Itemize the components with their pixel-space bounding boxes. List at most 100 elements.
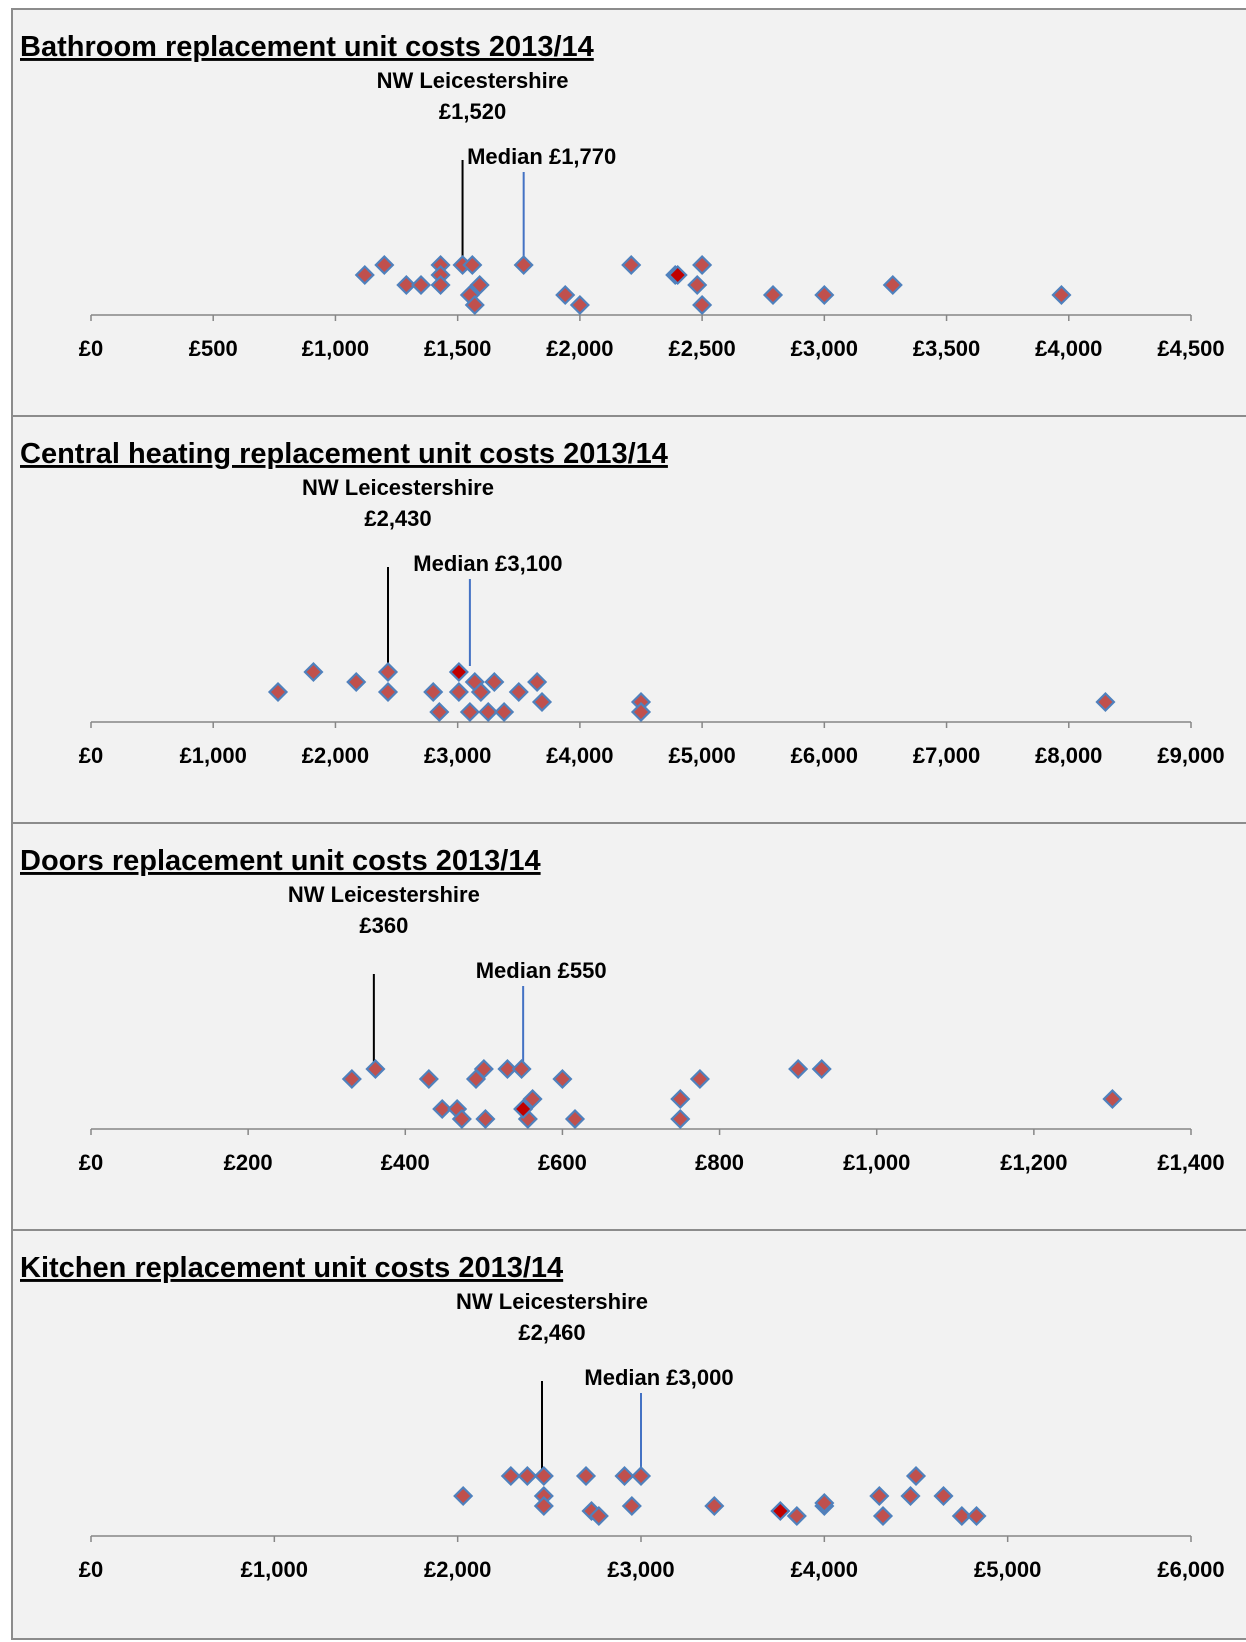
data-point [689, 1068, 710, 1090]
data-point [670, 1088, 691, 1110]
highlight-point [448, 661, 469, 683]
data-point [555, 284, 576, 306]
data-point [588, 1505, 609, 1527]
data-point [621, 254, 642, 276]
data-point [508, 681, 529, 703]
data-point [346, 671, 367, 693]
data-point [475, 1108, 496, 1130]
chart-panel: Central heating replacement unit costs 2… [11, 415, 1246, 822]
nw-leicestershire-label: NW Leicestershire [302, 475, 494, 500]
data-point [1095, 691, 1116, 713]
data-point [377, 681, 399, 703]
data-point [1051, 284, 1072, 306]
data-point [453, 1485, 474, 1507]
chart-svg: Kitchen replacement unit costs 2013/14 £0… [20, 1252, 1225, 1582]
data-point [473, 1058, 494, 1080]
data-point [814, 1492, 835, 1514]
data-point [377, 661, 399, 683]
nw-leicestershire-label: £2,430 [364, 506, 431, 531]
data-point [1102, 1088, 1123, 1110]
x-tick-label: £4,500 [1157, 336, 1224, 361]
data-point [569, 294, 590, 316]
data-point [517, 1465, 538, 1487]
x-tick-label: £2,000 [424, 1557, 491, 1582]
x-tick-label: £500 [189, 336, 238, 361]
x-tick-label: £5,000 [668, 743, 735, 768]
data-point [484, 671, 505, 693]
data-point [905, 1465, 927, 1487]
data-point [933, 1485, 954, 1507]
charts-container: Bathroom replacement unit costs 2013/14 £… [11, 8, 1246, 1640]
x-tick-label: £0 [79, 336, 103, 361]
data-point [704, 1495, 725, 1517]
x-tick-label: £8,000 [1035, 743, 1102, 768]
chart-svg: Central heating replacement unit costs 2… [20, 438, 1225, 768]
data-point [430, 274, 451, 296]
nw-leicestershire-label: £2,460 [518, 1320, 585, 1345]
x-tick-label: £1,000 [180, 743, 247, 768]
chart-title: Bathroom replacement unit costs 2013/14 [20, 31, 594, 63]
chart-panel: Doors replacement unit costs 2013/14 £0 £2… [11, 822, 1246, 1229]
chart-svg: Doors replacement unit costs 2013/14 £0 £2… [20, 845, 1225, 1175]
data-point [354, 264, 375, 286]
data-point [621, 1495, 642, 1517]
data-point [459, 701, 480, 723]
x-tick-label: £600 [538, 1150, 587, 1175]
x-tick-label: £1,000 [302, 336, 369, 361]
data-point [513, 254, 534, 276]
data-point [966, 1505, 987, 1527]
chart-panel: Kitchen replacement unit costs 2013/14 £0… [11, 1229, 1246, 1640]
data-point [533, 1465, 554, 1487]
chart-title: Kitchen replacement unit costs 2013/14 [20, 1252, 563, 1284]
x-tick-label: £400 [381, 1150, 430, 1175]
median-label: Median £3,000 [584, 1365, 733, 1390]
data-point [462, 254, 483, 276]
data-point [410, 274, 432, 296]
data-point [564, 1108, 586, 1130]
x-tick-label: £1,200 [1000, 1150, 1067, 1175]
x-tick-label: £3,000 [607, 1557, 674, 1582]
data-point [533, 1495, 554, 1517]
data-point [762, 284, 784, 306]
median-label: Median £3,100 [413, 551, 562, 576]
nw-leicestershire-label: £1,520 [439, 99, 506, 124]
nw-leicestershire-label: NW Leicestershire [288, 882, 480, 907]
data-point [365, 1058, 386, 1080]
data-point [418, 1068, 439, 1090]
data-point [692, 294, 713, 316]
data-point [687, 274, 708, 296]
x-tick-label: £2,000 [302, 743, 369, 768]
data-point [951, 1505, 972, 1527]
x-tick-label: £1,000 [241, 1557, 308, 1582]
data-point [451, 1108, 472, 1130]
data-point [630, 701, 652, 723]
x-tick-label: £6,000 [791, 743, 858, 768]
chart-svg: Bathroom replacement unit costs 2013/14 £… [20, 31, 1225, 361]
x-tick-label: £3,000 [424, 743, 491, 768]
data-point [670, 1108, 691, 1130]
x-tick-label: £1,000 [843, 1150, 910, 1175]
chart-panel: Bathroom replacement unit costs 2013/14 £… [11, 8, 1246, 415]
data-point [448, 681, 469, 703]
data-point [432, 1098, 453, 1120]
data-point [423, 681, 444, 703]
data-point [469, 274, 490, 296]
data-point [267, 681, 289, 703]
chart-title: Doors replacement unit costs 2013/14 [20, 845, 541, 877]
x-tick-label: £3,500 [913, 336, 980, 361]
data-point [478, 701, 499, 723]
data-point [396, 274, 417, 296]
data-point [341, 1068, 362, 1090]
data-point [614, 1465, 635, 1487]
x-tick-label: £800 [695, 1150, 744, 1175]
data-point [511, 1058, 532, 1080]
x-tick-label: £7,000 [913, 743, 980, 768]
x-tick-label: £5,000 [974, 1557, 1041, 1582]
nw-leicestershire-label: £360 [359, 913, 408, 938]
x-tick-label: £0 [79, 1557, 103, 1582]
highlight-point [770, 1500, 791, 1522]
data-point [692, 254, 713, 276]
data-point [630, 1465, 652, 1487]
data-point [374, 254, 395, 276]
data-point [872, 1505, 894, 1527]
